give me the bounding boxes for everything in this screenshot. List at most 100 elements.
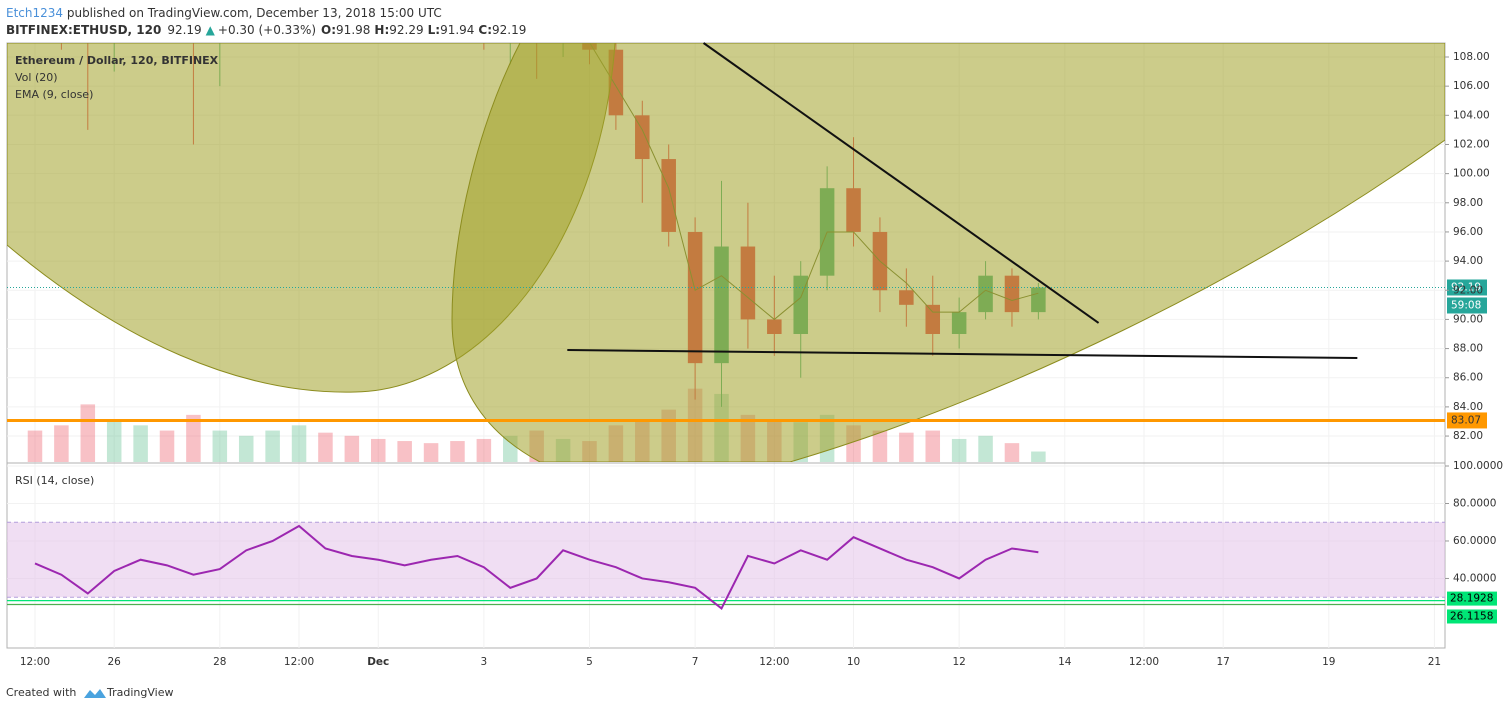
x-tick-label: 17: [1217, 656, 1230, 668]
volume-bar: [1004, 443, 1020, 462]
volume-bar: [27, 430, 43, 462]
footer-brand[interactable]: TradingView: [106, 686, 173, 699]
published: published on TradingView.com, December 1…: [63, 6, 442, 20]
volume-legend: Vol (20): [15, 71, 58, 84]
y-tick-label: 108.00: [1453, 51, 1490, 63]
volume-bar: [978, 435, 993, 462]
volume-bar: [397, 441, 412, 462]
volume-bar: [476, 438, 492, 462]
last-price-label: 92.19: [1451, 281, 1481, 293]
y-tick-label: 60.0000: [1453, 535, 1496, 547]
arrow: ▲: [206, 23, 216, 37]
close: 92.19: [492, 23, 526, 37]
l-label: L:: [428, 23, 440, 37]
x-tick-label: 12:00: [284, 656, 314, 668]
x-tick-label: 10: [847, 656, 860, 668]
y-tick-label: 104.00: [1453, 109, 1490, 121]
y-tick-label: 102.00: [1453, 138, 1490, 150]
volume-bar: [872, 430, 888, 462]
y-tick-label: 86.00: [1453, 372, 1483, 384]
x-tick-label: 7: [692, 656, 699, 668]
volume-bar: [318, 432, 333, 462]
footer-text: Created with: [6, 686, 76, 699]
c-label: C:: [478, 23, 492, 37]
volume-bar: [370, 438, 386, 462]
rsi-band: [7, 522, 1445, 598]
x-tick-label: 26: [108, 656, 122, 668]
rsi-level-tag: [1447, 591, 1497, 606]
trend-line: [702, 42, 1100, 324]
y-tick-label: 98.00: [1453, 197, 1483, 209]
x-tick-label: 19: [1322, 656, 1335, 668]
last: 92.19: [167, 23, 201, 37]
y-tick-label: 100.00: [1453, 168, 1490, 180]
o-label: O:: [321, 23, 336, 37]
ema-legend: EMA (9, close): [15, 88, 93, 101]
x-tick-label: 21: [1428, 656, 1441, 668]
volume-bar: [899, 432, 914, 462]
symbol: BITFINEX:ETHUSD, 120: [6, 23, 161, 37]
h-label: H:: [374, 23, 389, 37]
x-tick-label: Dec: [367, 656, 389, 668]
logo: [84, 689, 106, 698]
candle-body: [556, 28, 571, 43]
volume-bar: [265, 430, 280, 462]
rsi-level-label: 26.1158: [1450, 610, 1493, 622]
x-tick-label: 12:00: [759, 656, 789, 668]
volume-bar: [238, 435, 254, 462]
hline-label: 83.07: [1451, 414, 1481, 426]
volume-bar: [344, 435, 360, 462]
publish-line: Etch1234 published on TradingView.com, D…: [6, 6, 442, 20]
x-tick-label: 3: [481, 656, 488, 668]
rsi-pane: [7, 521, 1445, 610]
y-tick-label: 40.0000: [1453, 572, 1496, 584]
candle-body: [529, 13, 544, 42]
countdown-tag: [1447, 297, 1487, 314]
y-tick-label: 106.00: [1453, 80, 1490, 92]
y-tick-label: 96.00: [1453, 226, 1483, 238]
rsi-line: [34, 524, 1039, 610]
high: 92.29: [389, 23, 423, 37]
y-tick-label: 88.00: [1453, 343, 1483, 355]
rsi-title: RSI (14, close): [15, 474, 94, 487]
change: +0.30 (+0.33%): [218, 23, 316, 37]
ellipse-drawing: [451, 43, 1445, 462]
x-tick-label: 28: [213, 656, 226, 668]
volume-bar: [186, 414, 201, 462]
volume-bar: [423, 443, 439, 462]
volume-bar: [159, 430, 175, 462]
low: 91.94: [440, 23, 474, 37]
symbol-line: BITFINEX:ETHUSD, 120 92.19 ▲ +0.30 (+0.33%)…: [6, 23, 526, 37]
volume-bar: [106, 420, 122, 462]
volume-bar: [212, 430, 228, 462]
volume-bar: [133, 425, 148, 462]
open: 91.98: [336, 23, 370, 37]
rsi-level-tag: [1447, 609, 1497, 624]
y-tick-label: 100.0000: [1453, 460, 1503, 472]
last-price-tag: [1447, 279, 1487, 296]
x-tick-label: 5: [586, 656, 593, 668]
y-tick-label: 94.00: [1453, 255, 1483, 267]
y-tick-label: 92.00: [1453, 284, 1483, 296]
y-tick-label: 84.00: [1453, 401, 1483, 413]
volume-bar: [450, 441, 465, 462]
x-tick-label: 14: [1058, 656, 1072, 668]
volume-bar: [80, 404, 96, 462]
candle-body: [450, 0, 465, 13]
trend-line: [567, 349, 1358, 360]
hline-tag: [1447, 412, 1487, 429]
volume-bar: [951, 438, 967, 462]
y-tick-label: 80.0000: [1453, 497, 1496, 509]
volume-bar: [54, 425, 69, 462]
countdown-label: 59:08: [1451, 299, 1481, 311]
y-tick-label: 90.00: [1453, 313, 1483, 325]
drawings: [7, 43, 1445, 462]
x-tick-label: 12:00: [1129, 656, 1159, 668]
rsi-level-label: 28.1928: [1450, 593, 1493, 605]
volume-bar: [1031, 451, 1046, 462]
y-tick-label: 82.00: [1453, 430, 1483, 442]
pane-title: Ethereum / Dollar, 120, BITFINEX: [15, 54, 219, 67]
author[interactable]: Etch1234: [6, 6, 63, 20]
volume-bar: [291, 425, 307, 462]
